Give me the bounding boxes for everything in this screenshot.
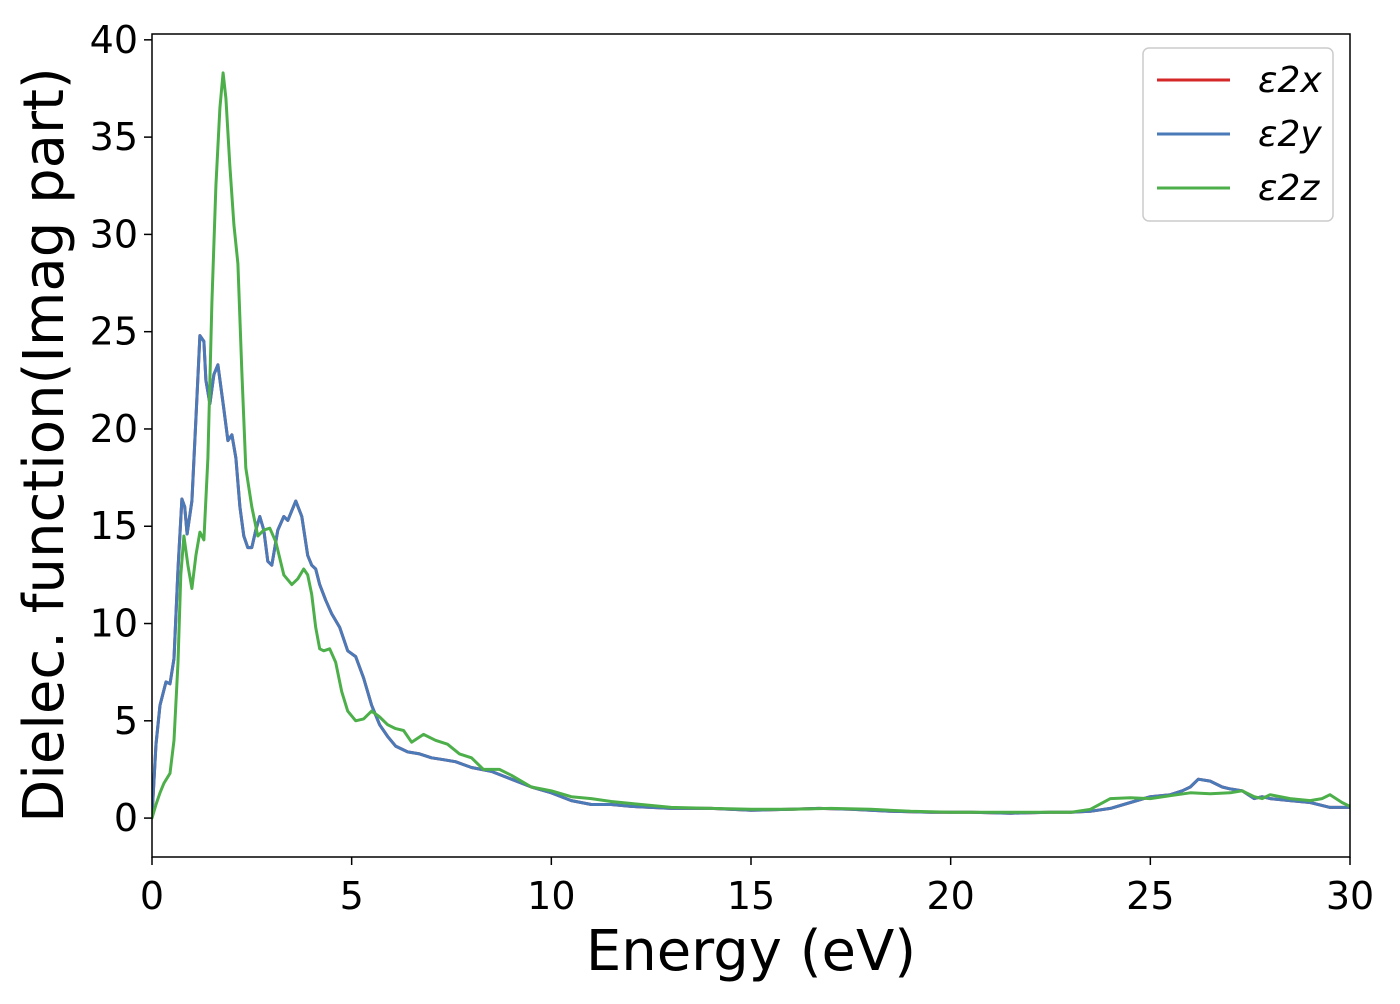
y-tick-label: 35	[90, 115, 138, 159]
legend-box	[1142, 47, 1334, 222]
y-axis-ticks: 0 5 10 15 20 25 30 35 40	[90, 18, 152, 840]
y-tick-label: 30	[90, 212, 138, 256]
y-tick-label: 40	[90, 18, 138, 62]
series-line-3	[152, 71, 1350, 820]
x-tick-label: 5	[340, 874, 364, 918]
y-tick-label: 5	[114, 699, 138, 743]
x-tick-label: 30	[1326, 874, 1374, 918]
x-tick-label: 0	[140, 874, 164, 918]
y-tick-label: 10	[90, 602, 138, 646]
legend-label-1: ε2x	[1258, 60, 1322, 101]
x-axis-title: Energy (eV)	[586, 919, 916, 984]
y-tick-label: 25	[90, 310, 138, 354]
x-tick-label: 25	[1126, 874, 1174, 918]
legend: ε2x ε2y ε2z	[1142, 47, 1334, 222]
y-tick-label: 20	[90, 407, 138, 451]
legend-label-3: ε2z	[1258, 168, 1320, 209]
x-tick-label: 10	[527, 874, 575, 918]
x-tick-label: 15	[727, 874, 775, 918]
series-line-2	[152, 334, 1350, 818]
x-tick-label: 20	[926, 874, 974, 918]
y-axis-title: Dielec. function(Imag part)	[12, 67, 77, 823]
legend-label-2: ε2y	[1258, 114, 1322, 155]
y-tick-label: 15	[90, 504, 138, 548]
y-tick-label: 0	[114, 796, 138, 840]
series-line-1	[152, 334, 1350, 818]
x-axis-ticks: 0 5 10 15 20 25 30	[140, 857, 1374, 918]
series-layer	[152, 71, 1350, 820]
